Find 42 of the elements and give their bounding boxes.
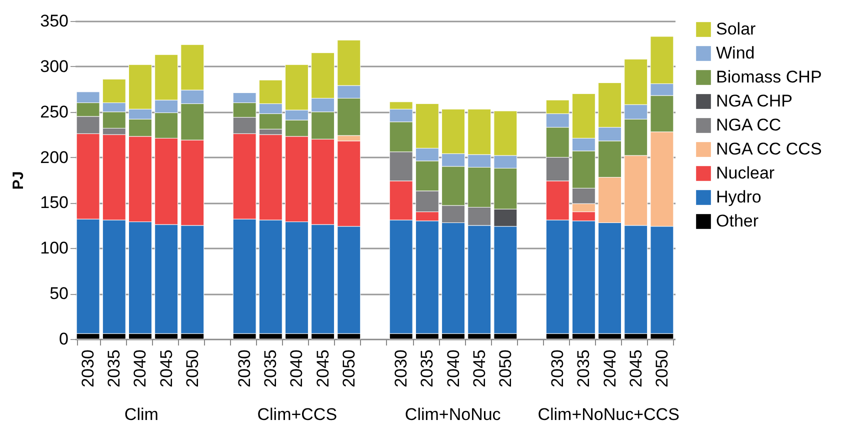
x-tick-label: 2030: [392, 350, 411, 388]
x-tick-label: 2050: [339, 350, 358, 388]
x-tick-label: 2035: [574, 350, 594, 388]
x-tick-label: 2035: [418, 350, 437, 388]
legend-label: NGA CC CCS: [716, 140, 822, 158]
legend-label: Solar: [716, 20, 756, 38]
x-tick-label: 2030: [235, 350, 254, 388]
x-tick-label: 2045: [156, 350, 176, 388]
y-tick-label: 350: [40, 12, 68, 30]
y-tick-label: 100: [40, 238, 68, 258]
x-tick-label: 2040: [600, 350, 620, 388]
x-tick-label: 2050: [652, 350, 672, 388]
y-tick-label: 150: [40, 193, 68, 212]
legend-label: Other: [716, 212, 759, 230]
x-tick-label: 2040: [287, 350, 306, 388]
x-tick-label: 2030: [78, 350, 98, 388]
legend-label: Hydro: [716, 188, 762, 206]
legend-label: Biomass CHP: [716, 68, 822, 86]
y-tick-label: 250: [40, 102, 68, 122]
legend-label: NGA CHP: [716, 92, 793, 110]
legend-label: Nuclear: [716, 164, 775, 182]
text: Clim+NoNuc: [404, 405, 502, 424]
x-tick-label: 2040: [444, 350, 463, 388]
legend-label: NGA CC: [716, 116, 782, 134]
x-tick-label: 2050: [182, 350, 202, 388]
x-tick-label: 2050: [496, 350, 515, 388]
y-axis-title: PJ: [10, 171, 28, 190]
y-tick-label: 200: [40, 148, 68, 167]
y-tick-label: 300: [40, 56, 68, 76]
text: Clim+CCS: [257, 405, 338, 424]
y-tick-label: 50: [50, 284, 68, 304]
text: Clim: [124, 405, 158, 424]
legend-label: Wind: [716, 44, 755, 62]
text: Clim+NoNuc+CCS: [538, 405, 680, 424]
x-tick-label: 2035: [104, 350, 124, 388]
x-tick-label: 2040: [130, 350, 150, 388]
x-tick-label: 2045: [313, 350, 332, 388]
x-tick-label: 2030: [548, 350, 568, 388]
x-tick-label: 2045: [470, 350, 489, 388]
x-tick-label: 2035: [261, 350, 280, 388]
y-tick-label: 0: [59, 330, 68, 348]
x-tick-label: 2045: [626, 350, 646, 388]
